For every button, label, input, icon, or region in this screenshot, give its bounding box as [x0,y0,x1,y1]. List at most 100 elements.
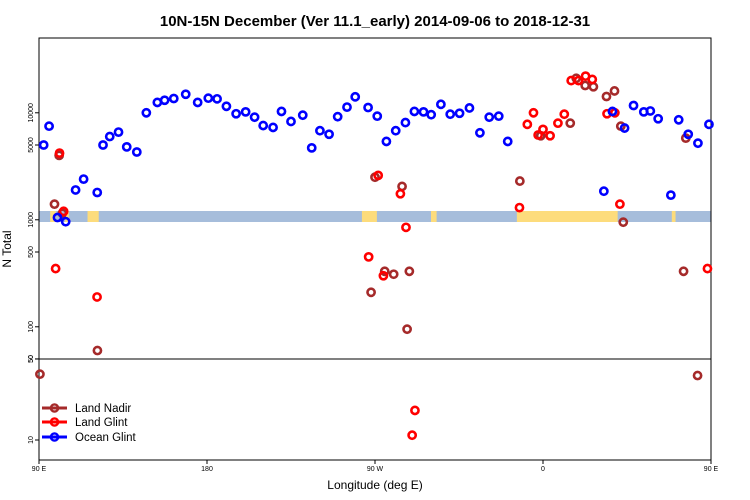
land-nadir-point [379,266,390,277]
y-axis-label: N Total [0,230,14,267]
ocean-glint-point [628,100,639,111]
ocean-glint-point [332,111,343,122]
ocean-glint-point [435,99,446,110]
y-tick-label: 10000 [28,103,35,123]
land-nadir-point [388,269,399,280]
ocean-glint-point [92,187,103,198]
ocean-glint-point [673,114,684,125]
ocean-glint-point [258,120,269,131]
ocean-glint-point [645,106,656,116]
land-glint-point [373,170,384,181]
ocean-glint-point [70,185,81,195]
land-glint-point [702,263,713,274]
land-glint-point [545,130,555,141]
land-nadir-point [678,266,689,277]
legend-entry-land-glint: Land Glint [42,417,128,429]
y-tick-label: 10 [28,436,35,444]
ocean-glint-point [159,95,170,106]
ocean-glint-point [104,131,115,142]
ocean-glint-point [381,136,392,147]
ocean-glint-point [454,108,465,119]
ocean-glint-point [598,186,609,197]
land-nadir-point [397,181,407,192]
ocean-glint-point [98,140,108,150]
legend-label-ocean-glint: Ocean Glint [75,432,137,444]
y-tick-label: 50 [28,355,35,363]
land-glint-point [533,130,544,140]
ocean-glint-point [231,108,242,119]
y-tick-label: 5000 [28,137,35,153]
land-glint-point [378,270,389,281]
ocean-glint-point [78,174,89,185]
ocean-glint-point [372,111,383,122]
ocean-glint-point [276,106,287,117]
land-glint-point [553,118,563,129]
ocean-glint-point [121,141,132,152]
ocean-glint-point [350,91,361,102]
ocean-glint-point [221,101,232,112]
land-glint-point [50,263,61,274]
land-nadir-point [404,266,415,277]
ocean-glint-point [315,125,325,136]
ocean-glint-point [693,138,703,149]
ocean-glint-point [268,122,278,133]
ocean-glint-point [38,140,49,150]
ocean-glint-point [52,212,63,223]
land-glint-point [587,74,598,85]
ocean-glint-point [180,89,191,100]
land-band-segment [65,211,69,222]
ocean-glint-point [445,109,456,120]
ocean-glint-point [363,102,373,113]
land-band-segment [431,211,437,222]
land-nadir-point [601,91,612,102]
ocean-glint-point [60,216,71,227]
chart-title: 10N-15N December (Ver 11.1_early) 2014-0… [160,13,590,30]
land-nadir-point [402,324,413,335]
x-tick-label: 180 [201,466,213,473]
land-band-segment [87,211,99,222]
land-glint-point [407,430,418,441]
ocean-glint-point [502,136,513,147]
land-glint-point [615,199,625,210]
land-band-segment [516,211,618,222]
land-glint-point [410,405,420,416]
ocean-glint-point [324,129,334,140]
land-glint-point [514,202,525,213]
ocean-glint-point [653,113,664,124]
ocean-glint-point [475,127,485,138]
ocean-glint-point [665,190,676,201]
ocean-glint-point [426,109,437,120]
ocean-glint-point [306,142,317,153]
land-nadir-point [692,370,703,381]
land-glint-point [538,124,548,135]
ocean-glint-point [131,147,142,157]
ocean-glint-point [409,106,420,117]
legend-label-land-nadir: Land Nadir [75,403,131,415]
x-tick-label: 90 W [367,466,384,473]
land-glint-point [58,206,69,217]
x-tick-label: 90 E [704,466,719,473]
ocean-glint-point [484,112,495,123]
legend-label-land-glint: Land Glint [75,417,128,429]
land-nadir-point [618,217,629,228]
x-tick-label: 0 [541,466,545,473]
land-band-segment [361,211,377,222]
ocean-glint-point [192,97,203,108]
land-glint-point [522,119,533,130]
ocean-glint-point [249,112,260,123]
series-land-glint [50,71,713,441]
ocean-glint-point [464,103,475,113]
y-tick-label: 50 [28,355,35,363]
y-tick-label: 500 [28,246,35,258]
x-axis-label: Longitude (deg E) [327,478,422,492]
land-nadir-point [92,345,103,356]
ocean-glint-point [44,121,54,132]
land-nadir-point [49,199,60,210]
y-tick-label: 1000 [28,212,35,228]
ocean-glint-point [704,119,714,130]
series-ocean-glint [38,89,714,227]
land-nadir-point [35,369,45,380]
land-glint-point [54,148,65,159]
ocean-glint-point [297,110,308,121]
